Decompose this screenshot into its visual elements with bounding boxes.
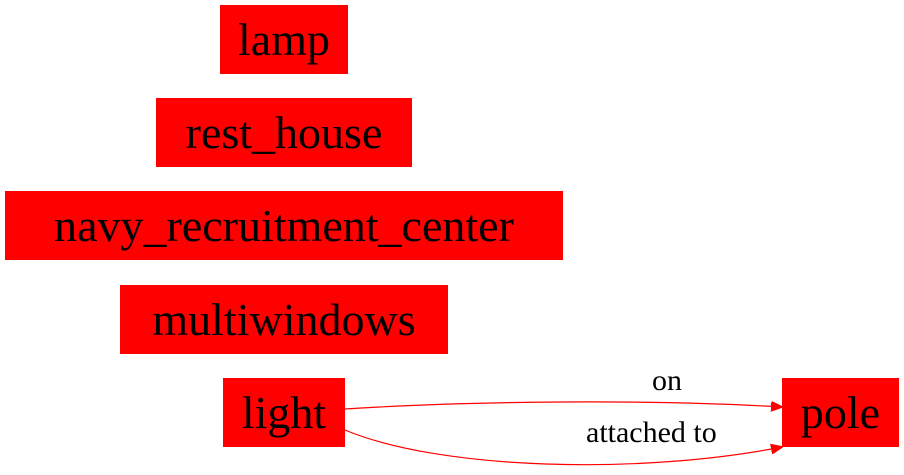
node-pole[interactable]: pole: [782, 378, 899, 447]
node-lamp[interactable]: lamp: [220, 5, 348, 74]
node-light[interactable]: light: [223, 378, 345, 447]
edge-light-pole-on: [344, 401, 782, 409]
node-navy-recruitment-center[interactable]: navy_recruitment_center: [5, 191, 563, 260]
edge-label-attached-to: attached to: [586, 416, 717, 449]
node-multiwindows[interactable]: multiwindows: [120, 285, 448, 354]
node-rest-house[interactable]: rest_house: [156, 98, 412, 167]
edge-label-on: on: [652, 364, 682, 397]
edge-light-pole-attached-to: [344, 429, 782, 466]
